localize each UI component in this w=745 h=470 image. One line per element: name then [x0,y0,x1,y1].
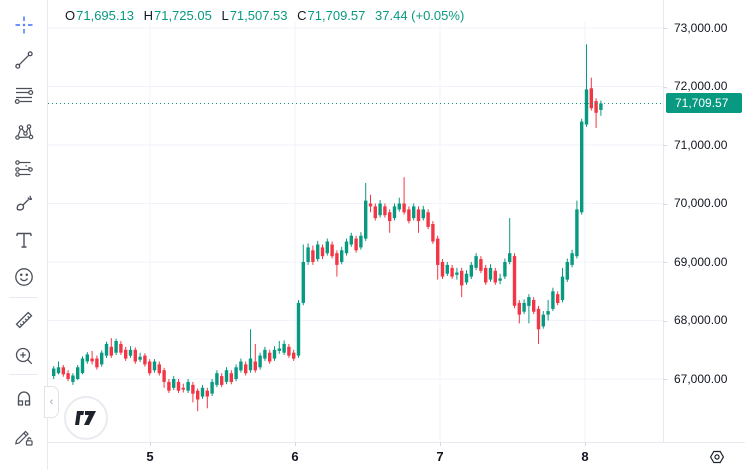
change-value: 37.44 (+0.05%) [375,8,465,23]
chevron-left-icon: ‹ [49,396,54,408]
lock-drawings-tool-button[interactable] [6,420,42,452]
text-icon [16,232,32,248]
toolbar-divider [9,374,38,375]
brush-tool-button[interactable] [6,187,42,219]
low-label: L [221,8,229,23]
time-tick-label: 6 [291,449,299,464]
time-tick-mark [150,442,151,446]
last-price-label: 71,709.57 [666,93,742,114]
emoji-icon [15,268,33,286]
axis-settings-button[interactable] [707,447,727,470]
price-tick-mark [663,203,667,205]
forecast-icon [15,160,33,177]
gear-icon [709,450,725,464]
tradingview-logo[interactable] [64,396,108,440]
pencil-lock-icon [15,430,33,446]
collapse-toolbar-tab[interactable]: ‹ [44,386,59,418]
time-tick-label: 7 [436,449,444,464]
brush-icon [16,195,33,211]
fib-retracement-tool-button[interactable] [6,79,42,111]
time-tick-mark [440,442,441,446]
zoom-in-tool-button[interactable] [6,340,42,372]
time-tick-label: 8 [581,449,589,464]
price-tick-mark [663,28,667,29]
time-tick-mark [585,442,586,446]
ruler-icon [15,311,33,329]
magnet-icon [17,391,31,406]
close-value: 71,709.57 [307,8,366,23]
price-tick-mark [663,379,667,380]
xabcd-pattern-tool-button[interactable] [6,116,42,148]
time-tick-mark [295,442,296,446]
drawing-toolbar [0,0,48,470]
trend-line-tool-button[interactable] [6,44,42,76]
crosshair-icon [15,16,33,34]
price-tick-label: 71,000.00 [674,137,728,152]
open-value: 71,695.13 [76,8,134,23]
price-tick-label: 70,000.00 [674,196,728,210]
magnet-tool-button[interactable] [6,382,42,414]
fib-retracement-icon [14,87,34,105]
tradingview-logo-icon [75,411,96,425]
text-tool-button[interactable] [6,224,42,256]
toolbar-divider [9,297,38,298]
price-tick-label: 73,000.00 [674,20,728,35]
forecast-tool-button[interactable] [6,152,42,184]
measure-tool-button[interactable] [6,304,42,336]
chart-surface[interactable] [48,0,663,442]
low-value: 71,507.53 [229,8,288,23]
price-tick-label: 72,000.00 [674,79,728,93]
price-tick-mark [663,320,667,322]
open-label: O [65,8,76,23]
high-label: H [143,8,153,23]
price-tick-mark [663,262,667,263]
price-tick-mark [663,86,667,88]
price-axis[interactable]: 71,709.57 73,000.00 72,000.00 71,000.00 70,… [663,0,745,442]
time-tick-label: 5 [146,449,154,464]
close-label: C [297,8,307,23]
xabcd-pattern-icon [15,124,34,140]
price-tick-label: 68,000.00 [674,313,728,327]
price-tick-label: 67,000.00 [674,371,728,386]
price-tick-mark [663,145,667,146]
ohlc-legend: O71,695.13 H71,725.05 L71,507.53 C71,709… [65,8,464,23]
price-tick-label: 69,000.00 [674,254,728,269]
trend-line-icon [15,51,33,69]
high-value: 71,725.05 [153,8,212,23]
zoom-in-icon [15,347,33,365]
emoji-tool-button[interactable] [6,261,42,293]
time-axis[interactable]: 5 6 7 8 [48,442,745,470]
crosshair-tool-button[interactable] [6,9,42,41]
